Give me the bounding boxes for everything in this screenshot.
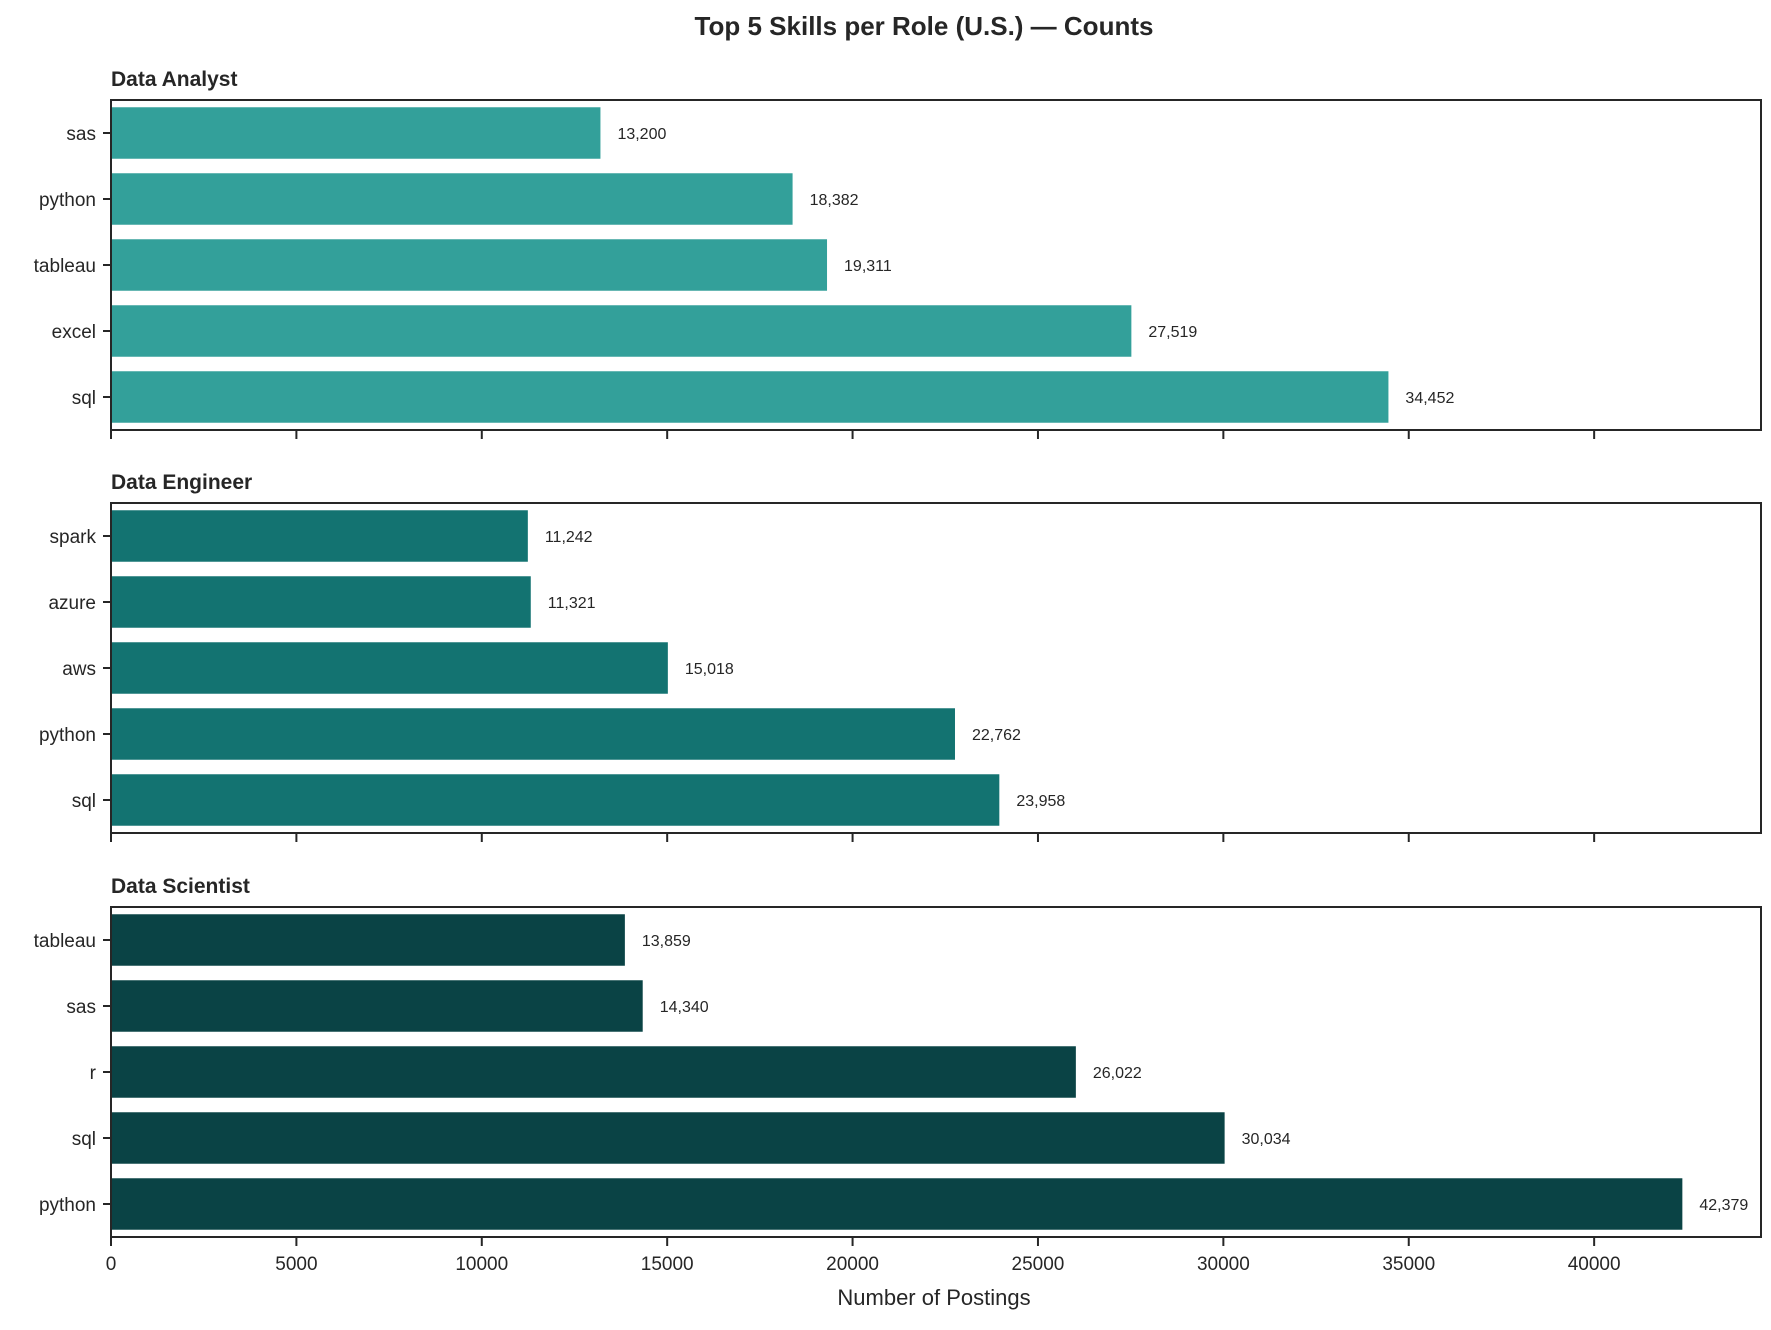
- y-tick-label-data-engineer-python: python: [39, 725, 96, 746]
- chart-title: Top 5 Skills per Role (U.S.) — Counts: [695, 11, 1154, 41]
- x-tick-label-10000: 10000: [455, 1254, 508, 1275]
- y-tick-label-data-engineer-azure: azure: [48, 593, 96, 614]
- y-tick-label-data-engineer-aws: aws: [62, 659, 96, 680]
- x-tick-label-25000: 25000: [1012, 1254, 1065, 1275]
- x-tick-label-0: 0: [106, 1254, 117, 1275]
- data-label-data-engineer-aws: 15,018: [685, 661, 734, 678]
- bar-data-engineer-spark: [111, 510, 528, 562]
- bar-data-scientist-sql: [111, 1112, 1225, 1164]
- bar-data-scientist-sas: [111, 980, 643, 1032]
- bar-data-scientist-python: [111, 1178, 1683, 1230]
- x-tick-label-30000: 30000: [1197, 1254, 1250, 1275]
- y-tick-label-data-analyst-python: python: [39, 190, 96, 211]
- panel-frame-data-engineer: [110, 502, 1762, 834]
- data-label-data-analyst-python: 18,382: [810, 192, 859, 209]
- y-tick-label-data-scientist-sql: sql: [72, 1129, 96, 1150]
- data-label-data-scientist-sas: 14,340: [660, 999, 709, 1016]
- bar-data-scientist-r: [111, 1046, 1076, 1098]
- panel-frame-data-analyst: [110, 99, 1762, 431]
- panel-title-data-analyst: Data Analyst: [111, 68, 237, 91]
- y-tick-label-data-scientist-r: r: [90, 1063, 97, 1084]
- y-tick-label-data-engineer-spark: spark: [50, 527, 97, 548]
- y-tick-label-data-analyst-sql: sql: [72, 388, 96, 409]
- x-tick-label-20000: 20000: [826, 1254, 879, 1275]
- bar-data-analyst-sas: [111, 107, 601, 159]
- y-tick-label-data-analyst-sas: sas: [66, 124, 96, 145]
- data-label-data-analyst-tableau: 19,311: [844, 258, 892, 275]
- data-label-data-engineer-azure: 11,321: [548, 595, 596, 612]
- panel-data-analyst: Data Analyst sas 13,200 python 18,382 tableau…: [34, 68, 1762, 439]
- data-label-data-engineer-python: 22,762: [972, 727, 1021, 744]
- bar-data-analyst-python: [111, 173, 793, 225]
- bar-data-analyst-tableau: [111, 239, 828, 291]
- y-tick-label-data-analyst-tableau: tableau: [34, 256, 96, 277]
- x-axis-label: Number of Postings: [837, 1285, 1030, 1310]
- bar-data-analyst-excel: [111, 305, 1132, 357]
- data-label-data-analyst-sql: 34,452: [1405, 390, 1454, 407]
- bar-data-scientist-tableau: [111, 914, 625, 966]
- bar-data-analyst-sql: [111, 371, 1389, 423]
- y-tick-label-data-scientist-tableau: tableau: [34, 931, 96, 952]
- bar-data-engineer-sql: [111, 774, 1000, 826]
- bar-data-engineer-python: [111, 708, 955, 760]
- data-label-data-engineer-spark: 11,242: [545, 529, 593, 546]
- panel-title-data-engineer: Data Engineer: [111, 471, 252, 494]
- panel-data-scientist: Data Scientist tableau 13,859 sas 14,340 r 26,…: [34, 875, 1762, 1275]
- data-label-data-analyst-sas: 13,200: [617, 126, 666, 143]
- y-tick-label-data-scientist-sas: sas: [66, 997, 96, 1018]
- y-tick-label-data-analyst-excel: excel: [52, 322, 96, 343]
- x-tick-label-40000: 40000: [1568, 1254, 1621, 1275]
- x-tick-label-35000: 35000: [1382, 1254, 1435, 1275]
- x-tick-label-15000: 15000: [641, 1254, 694, 1275]
- bar-data-engineer-azure: [111, 576, 531, 628]
- data-label-data-scientist-r: 26,022: [1093, 1065, 1142, 1082]
- data-label-data-scientist-python: 42,379: [1699, 1197, 1748, 1214]
- data-label-data-scientist-tableau: 13,859: [642, 933, 691, 950]
- y-tick-label-data-scientist-python: python: [39, 1195, 96, 1216]
- panel-frame-data-scientist: [110, 906, 1762, 1238]
- data-label-data-analyst-excel: 27,519: [1148, 324, 1197, 341]
- x-tick-label-5000: 5000: [275, 1254, 317, 1275]
- data-label-data-engineer-sql: 23,958: [1016, 793, 1065, 810]
- y-tick-label-data-engineer-sql: sql: [72, 791, 96, 812]
- bar-data-engineer-aws: [111, 642, 668, 694]
- panel-title-data-scientist: Data Scientist: [111, 875, 250, 898]
- panel-data-engineer: Data Engineer spark 11,242 azure 11,321 aws 15…: [39, 471, 1762, 842]
- data-label-data-scientist-sql: 30,034: [1242, 1131, 1291, 1148]
